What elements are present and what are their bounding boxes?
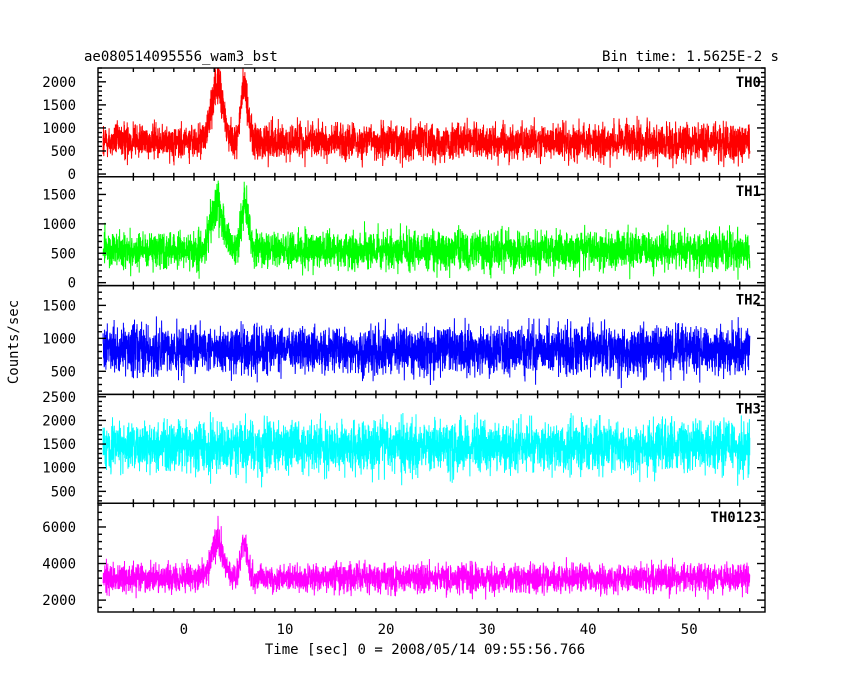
y-tick-label: 1000 [42, 331, 76, 347]
panel-th0: 0 500 1000 1500 2000 TH0 [42, 67, 766, 183]
x-tick-label: 0 [180, 622, 188, 638]
series-line-th3 [102, 411, 751, 488]
y-tick-label: 500 [51, 144, 76, 160]
y-tick-label: 0 [68, 276, 76, 292]
y-tick-label: 1000 [42, 461, 76, 477]
panel-frame [97, 67, 766, 178]
panel-label: TH0 [736, 75, 761, 91]
series-line-th2 [102, 316, 751, 389]
x-tick-label: 10 [277, 622, 294, 638]
y-axis-label: Counts/sec [6, 300, 22, 384]
x-tick-label: 40 [580, 622, 597, 638]
y-tick-label: 4000 [42, 557, 76, 573]
y-tick-label: 500 [51, 364, 76, 380]
series-line-th1 [102, 180, 751, 280]
y-tick-label: 1000 [42, 121, 76, 137]
y-tick-label: 1500 [42, 98, 76, 114]
series-line-th0 [102, 68, 751, 169]
x-tick-label: 30 [479, 622, 496, 638]
x-tick-label: 50 [681, 622, 698, 638]
y-tick-label: 500 [51, 246, 76, 262]
y-tick-label: 2500 [42, 390, 76, 406]
y-tick-label: 1500 [42, 187, 76, 203]
panel-th1: 0 500 1000 1500 TH1 [42, 176, 766, 292]
y-tick-label: 500 [51, 484, 76, 500]
y-tick-label: 6000 [42, 520, 76, 536]
y-tick-label: 2000 [42, 75, 76, 91]
panel-th0123: 2000 4000 6000 TH0123 [42, 502, 766, 613]
panel-frame [97, 502, 766, 613]
y-tick-label: 2000 [42, 413, 76, 429]
y-tick-label: 0 [68, 167, 76, 183]
y-tick-label: 1500 [42, 437, 76, 453]
panel-label: TH0123 [710, 510, 761, 526]
chart-title: ae080514095556_wam3_bst [84, 49, 278, 65]
series-line-th0123 [102, 515, 751, 600]
y-tick-label: 1500 [42, 298, 76, 314]
x-axis-label: Time [sec] 0 = 2008/05/14 09:55:56.766 [265, 642, 585, 658]
panel-th2: 500 1000 1500 TH2 [42, 284, 766, 396]
x-tick-label: 20 [378, 622, 395, 638]
y-tick-label: 1000 [42, 217, 76, 233]
bin-time-label: Bin time: 1.5625E-2 s [602, 49, 779, 65]
panel-th3: 500 1000 1500 2000 2500 TH3 [42, 390, 766, 504]
panel-label: TH2 [736, 293, 761, 309]
y-tick-label: 2000 [42, 593, 76, 609]
panel-label: TH1 [736, 184, 761, 200]
panel-label: TH3 [736, 401, 761, 417]
